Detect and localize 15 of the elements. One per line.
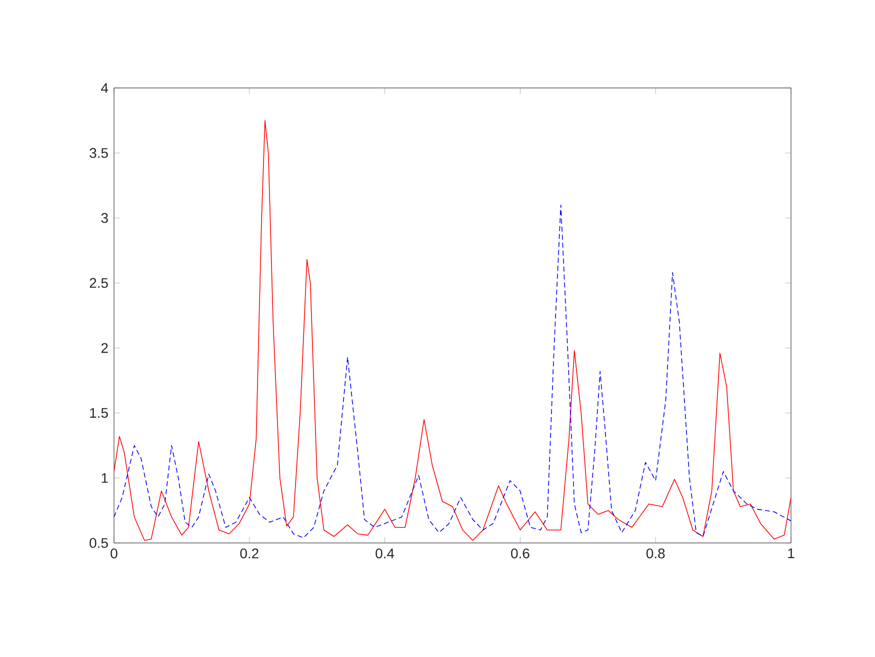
y-tick-label: 2: [101, 343, 108, 353]
y-tick-label: 1: [102, 473, 108, 483]
y-tick-label: 3: [101, 213, 108, 223]
x-tick-label: 0.6: [511, 548, 530, 558]
y-tick-label: 0.5: [90, 538, 108, 548]
x-tick-label: 0.2: [240, 548, 258, 558]
y-tick-label: 3.5: [90, 148, 108, 158]
line-series: [114, 120, 792, 541]
y-tick-label: 4: [101, 83, 108, 93]
x-tick-label: 0.4: [376, 548, 394, 558]
x-tick-label: 1: [788, 548, 794, 558]
y-tick-label: 1.5: [90, 408, 108, 418]
x-tick-label: 0.8: [646, 548, 665, 558]
y-tick-label: 2.5: [90, 278, 108, 288]
x-tick-label: 0: [110, 548, 118, 558]
